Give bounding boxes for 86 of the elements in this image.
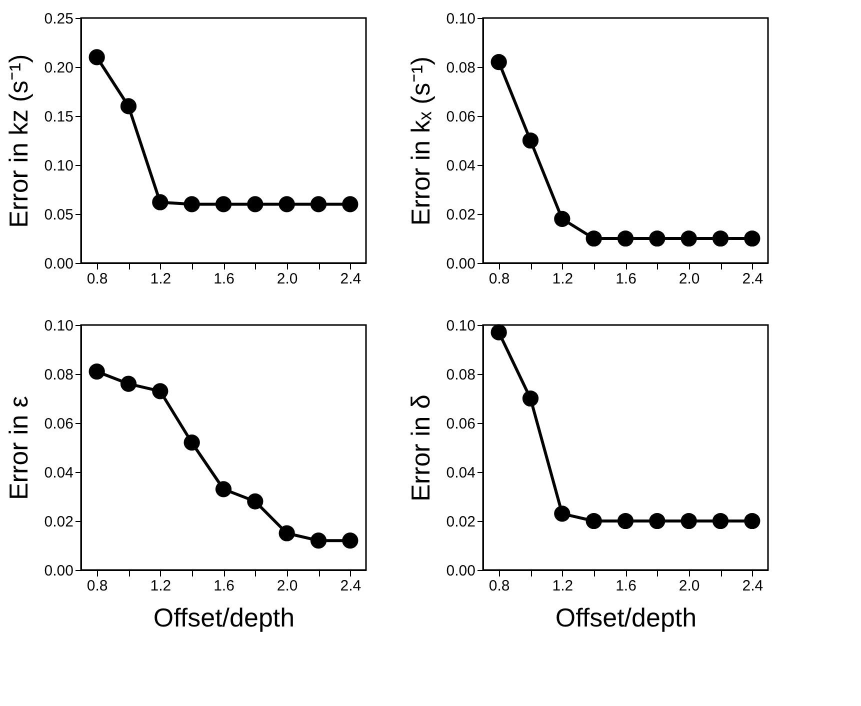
x-tick-label: 0.8: [86, 270, 108, 288]
y-tick-label: 0.05: [44, 206, 74, 224]
x-tick-label: 1.2: [552, 578, 574, 594]
point: [88, 49, 105, 66]
point: [152, 194, 168, 210]
y-tick-label: 0.00: [446, 562, 476, 580]
point: [554, 210, 570, 227]
point: [215, 196, 232, 212]
y-tick-label: 0.04: [446, 464, 476, 482]
x-tick-label: 2.4: [742, 578, 764, 594]
x-tick-label: 0.8: [86, 578, 108, 594]
y-tick-label: 0.10: [44, 158, 74, 174]
x-tick-label: 1.6: [616, 578, 636, 594]
y-tick-label: 0.04: [446, 158, 476, 174]
point: [88, 364, 105, 380]
y-tick-label: 0.06: [44, 416, 74, 432]
point: [649, 512, 666, 530]
x-tick-label: 0.8: [488, 578, 510, 594]
y-axis-title: Error in δ: [405, 394, 436, 502]
y-tick-label: 0.06: [446, 416, 476, 432]
y-axis-title: Error in kₓ (s⁻¹): [405, 56, 436, 226]
point: [247, 493, 264, 510]
y-tick-label: 0.08: [446, 60, 476, 76]
x-tick-label: 2.0: [276, 270, 298, 288]
y-tick-label: 0.10: [44, 318, 74, 334]
point: [586, 512, 602, 530]
x-tick-label: 1.6: [214, 578, 234, 594]
y-tick-label: 0.08: [44, 366, 74, 384]
y-tick-label: 0.02: [446, 206, 476, 224]
point: [680, 512, 697, 530]
x-tick-label: 2.4: [742, 270, 764, 288]
y-tick-label: 0.15: [44, 108, 74, 126]
point: [554, 506, 570, 522]
point: [152, 383, 168, 400]
y-tick-label: 0.00: [446, 256, 476, 272]
point: [522, 132, 539, 149]
point: [712, 230, 729, 247]
y-tick-label: 0.02: [446, 514, 476, 530]
point: [342, 196, 358, 212]
x-tick-label: 2.4: [340, 270, 362, 288]
x-tick-label: 2.4: [340, 578, 362, 594]
y-axis-title: Error in ε: [3, 396, 34, 500]
point: [680, 230, 697, 247]
point: [278, 525, 295, 542]
x-axis-title: Offset/depth: [555, 602, 697, 632]
x-tick-label: 1.6: [616, 270, 636, 288]
y-tick-label: 0.04: [44, 464, 74, 482]
x-tick-label: 1.6: [214, 270, 234, 288]
y-tick-label: 0.25: [44, 10, 74, 28]
point: [744, 230, 760, 247]
point: [184, 196, 200, 212]
y-tick-label: 0.00: [44, 256, 74, 272]
y-tick-label: 0.08: [446, 366, 476, 384]
x-tick-label: 1.2: [150, 578, 172, 594]
point: [247, 196, 264, 212]
y-axis-title: Error in kz (s⁻¹): [3, 54, 34, 228]
point: [744, 512, 760, 530]
y-tick-label: 0.10: [446, 10, 476, 28]
x-tick-label: 2.0: [678, 270, 700, 288]
y-tick-label: 0.10: [446, 318, 476, 334]
y-tick-label: 0.06: [446, 108, 476, 126]
point: [490, 324, 507, 340]
x-axis-title: Offset/depth: [153, 602, 295, 632]
point: [617, 230, 634, 247]
point: [586, 230, 602, 247]
point: [712, 512, 729, 530]
x-tick-label: 0.8: [488, 270, 510, 288]
y-tick-label: 0.20: [44, 60, 74, 76]
x-tick-label: 1.2: [552, 270, 574, 288]
point: [120, 98, 137, 114]
point: [649, 230, 666, 247]
point: [522, 390, 539, 407]
point: [310, 532, 327, 549]
point: [617, 512, 634, 530]
point: [342, 532, 358, 549]
point: [120, 376, 137, 392]
x-tick-label: 2.0: [678, 578, 700, 594]
point: [215, 481, 232, 498]
point: [184, 434, 200, 451]
point: [278, 196, 295, 212]
x-tick-label: 1.2: [150, 270, 172, 288]
point: [490, 54, 507, 70]
y-tick-label: 0.00: [44, 562, 74, 580]
x-tick-label: 2.0: [276, 578, 298, 594]
y-tick-label: 0.02: [44, 514, 74, 530]
point: [310, 196, 327, 212]
